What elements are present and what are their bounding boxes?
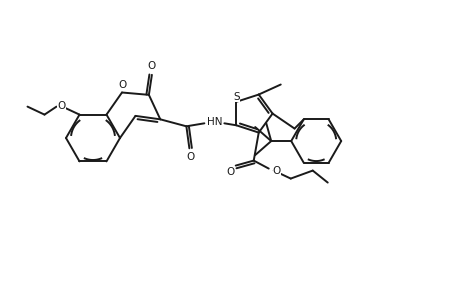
- Text: O: O: [186, 152, 194, 162]
- Text: O: O: [147, 61, 156, 71]
- Text: HN: HN: [206, 117, 222, 127]
- Text: O: O: [226, 167, 235, 177]
- Text: O: O: [118, 80, 127, 89]
- Text: O: O: [57, 100, 66, 111]
- Text: O: O: [272, 166, 280, 176]
- Text: S: S: [233, 92, 239, 102]
